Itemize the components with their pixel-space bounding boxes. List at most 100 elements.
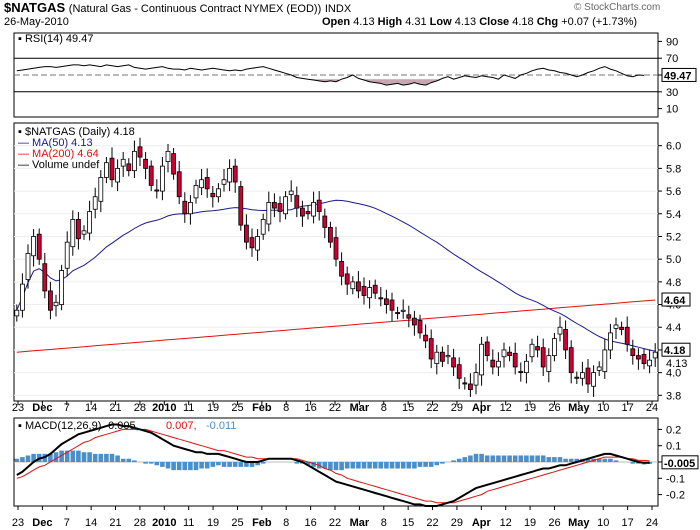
macd-histogram-bar xyxy=(328,462,333,471)
x-tick-label: 12 xyxy=(500,402,512,414)
macd-histogram-bar xyxy=(14,458,20,462)
macd-histogram-bar xyxy=(350,462,356,469)
macd-histogram-bar xyxy=(484,455,490,462)
candle-body xyxy=(518,371,524,374)
candle-body xyxy=(512,352,518,368)
macd-y-tick-label: -0.1 xyxy=(666,473,685,485)
macd-histogram-bar xyxy=(31,453,36,462)
low-value: 4.13 xyxy=(454,16,477,28)
candle-body xyxy=(327,226,333,243)
candle-body xyxy=(428,338,434,360)
candle-body xyxy=(131,150,137,172)
macd-histogram-bar xyxy=(148,462,154,464)
x-tick-label: 26 xyxy=(548,517,560,529)
x-tick-label: 21 xyxy=(109,402,121,414)
candle-body xyxy=(563,329,568,351)
macd-histogram-bar xyxy=(423,462,428,467)
rsi-y-tick-label: 10 xyxy=(666,104,678,116)
low-label: Low xyxy=(429,16,452,28)
price-y-tick-label: 4.8 xyxy=(666,277,681,289)
x-tick-label: 29 xyxy=(451,517,463,529)
candle-body xyxy=(305,211,311,215)
x-tick-label: 11 xyxy=(183,402,194,414)
candle-body xyxy=(31,236,37,257)
macd-histogram-bar xyxy=(540,455,546,462)
macd-histogram-bar xyxy=(400,462,406,469)
candle-body xyxy=(524,360,529,374)
macd-histogram-bar xyxy=(378,462,384,469)
candle-body xyxy=(378,297,384,300)
candle-body xyxy=(48,290,53,311)
candle-body xyxy=(546,355,552,372)
x-tick-label: 10 xyxy=(597,517,609,529)
high-value: 4.31 xyxy=(405,16,427,28)
rsi-oversold-shade xyxy=(378,79,384,84)
x-tick-label: 15 xyxy=(402,402,414,414)
macd-histogram-bar xyxy=(339,462,344,471)
macd-histogram-bar xyxy=(412,462,417,469)
rsi-oversold-shade xyxy=(372,79,378,83)
x-tick-label: 19 xyxy=(207,402,219,414)
candle-body xyxy=(383,298,389,305)
x-tick-label: 17 xyxy=(621,402,633,414)
candle-body xyxy=(165,150,171,162)
candle-body xyxy=(204,177,210,190)
macd-histogram-bar xyxy=(92,453,98,462)
x-tick-label: 22 xyxy=(329,517,341,529)
rsi-last-value-box xyxy=(661,67,697,82)
price-y-tick-label: 5.0 xyxy=(666,254,681,266)
macd-histogram-bar xyxy=(115,455,120,462)
candle-body xyxy=(115,167,120,183)
macd-histogram-bar xyxy=(188,462,193,471)
candle-body xyxy=(417,320,423,334)
rsi-oversold-shade xyxy=(434,79,440,81)
macd-histogram-bar xyxy=(132,460,137,462)
candle-body xyxy=(187,202,193,215)
rsi-oversold-shade xyxy=(322,79,328,82)
candle-body xyxy=(395,312,401,315)
chg-value: +0.07 (+1.73%) xyxy=(561,16,638,28)
macd-histogram-bar xyxy=(165,462,171,469)
candle-body xyxy=(92,196,98,210)
candle-body xyxy=(64,241,70,269)
x-tick-label: 7 xyxy=(64,402,70,414)
candle-body xyxy=(176,171,182,198)
candle-body xyxy=(221,179,227,185)
macd-histogram-bar xyxy=(462,457,468,462)
candle-body xyxy=(137,146,143,158)
macd-histogram-bar xyxy=(557,457,563,462)
candle-body xyxy=(591,372,596,387)
price-y-tick-label: 5.4 xyxy=(666,209,681,221)
price-legend-2: — MA(200) 4.64 xyxy=(18,148,99,160)
rsi-y-tick-label: 90 xyxy=(666,36,678,48)
x-tick-label: 19 xyxy=(524,402,536,414)
ohlc-summary: Open 4.13 High 4.31 Low 4.13 Close 4.18 … xyxy=(322,16,637,28)
rsi-oversold-shade xyxy=(406,79,412,85)
candle-body xyxy=(42,263,48,292)
macd-histogram-bar xyxy=(473,453,479,462)
candle-body xyxy=(535,346,540,351)
macd-histogram-bar xyxy=(367,462,372,469)
macd-histogram-bar xyxy=(109,453,115,462)
macd-histogram-bar xyxy=(468,455,473,462)
x-tick-label: 8 xyxy=(283,402,289,414)
macd-histogram-bar xyxy=(602,458,608,462)
candle-body xyxy=(126,163,132,172)
price-legend-3: — Volume undef xyxy=(18,159,100,171)
macd-legend-0: ▪ MACD(12,26,9) -0.005, xyxy=(18,420,139,432)
macd-last-value: -0.005 xyxy=(664,458,695,470)
macd-histogram-bar xyxy=(361,462,367,469)
candle-body xyxy=(580,372,585,379)
candle-body xyxy=(243,224,249,243)
candle-body xyxy=(568,347,574,374)
macd-histogram-bar xyxy=(81,452,87,462)
x-tick-label: 19 xyxy=(207,517,219,529)
close-value: 4.18 xyxy=(512,16,534,28)
macd-histogram-bar xyxy=(356,462,361,469)
x-tick-label: 16 xyxy=(304,402,316,414)
x-tick-label: Dec xyxy=(32,402,52,414)
candle-body xyxy=(557,326,563,335)
x-tick-label: 28 xyxy=(134,402,146,414)
price-y-tick-label: 4.0 xyxy=(666,368,681,380)
macd-histogram-bar xyxy=(384,462,389,469)
